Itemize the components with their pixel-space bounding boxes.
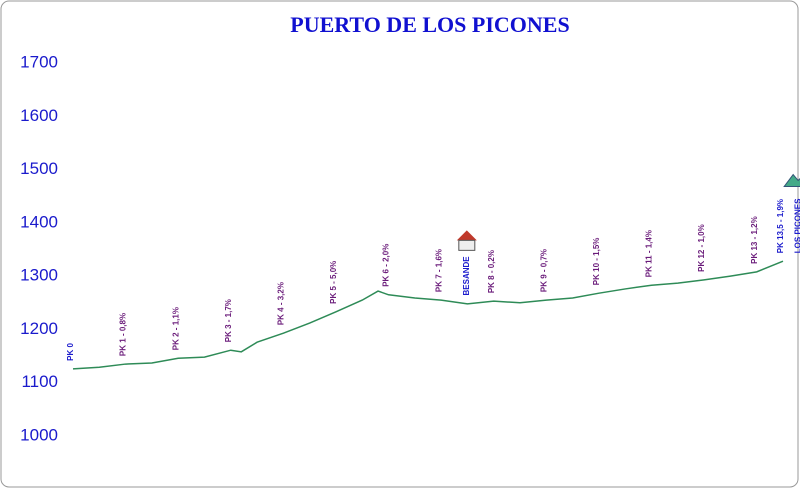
pk-label: PK 3 - 1,7% bbox=[224, 299, 233, 342]
pk-label: PK 1 - 0,8% bbox=[119, 313, 128, 356]
y-tick-label: 1200 bbox=[20, 319, 58, 338]
pk-label: PK 13 - 1,2% bbox=[750, 216, 759, 264]
pk-label: PK 0 bbox=[66, 343, 75, 361]
house-icon bbox=[458, 239, 476, 251]
y-tick-label: 1300 bbox=[20, 266, 58, 285]
y-tick-label: 1100 bbox=[21, 372, 58, 391]
y-tick-label: 1400 bbox=[20, 212, 58, 231]
pk-label: PK 2 - 1,1% bbox=[171, 307, 180, 350]
elevation-line bbox=[72, 260, 784, 370]
pk-label: PK 8 - 0,2% bbox=[487, 250, 496, 293]
pk-label: PK 13,5 - 1,9% bbox=[776, 199, 785, 253]
pk-label: PK 9 - 0,7% bbox=[539, 249, 548, 292]
pk-label: PK 12 - 1,0% bbox=[697, 224, 706, 272]
mountain-icon bbox=[783, 173, 800, 188]
y-tick-label: 1000 bbox=[20, 425, 58, 444]
place-label: BESANDE bbox=[462, 256, 471, 296]
pk-label: PK 7 - 1,6% bbox=[434, 249, 443, 292]
y-tick-label: 1600 bbox=[20, 106, 58, 125]
pk-label: PK 6 - 2,0% bbox=[382, 244, 391, 287]
y-tick-label: 1700 bbox=[20, 52, 58, 71]
place-label: LOS PICONES bbox=[793, 198, 800, 253]
pk-label: PK 4 - 3,2% bbox=[276, 282, 285, 325]
chart-title: PUERTO DE LOS PICONES bbox=[290, 12, 569, 37]
y-tick-label: 1500 bbox=[20, 159, 58, 178]
pk-label: PK 10 - 1,5% bbox=[592, 238, 601, 286]
pk-label: PK 5 - 5,0% bbox=[329, 261, 338, 304]
pk-label: PK 11 - 1,4% bbox=[645, 230, 654, 277]
house-icon bbox=[456, 230, 477, 241]
